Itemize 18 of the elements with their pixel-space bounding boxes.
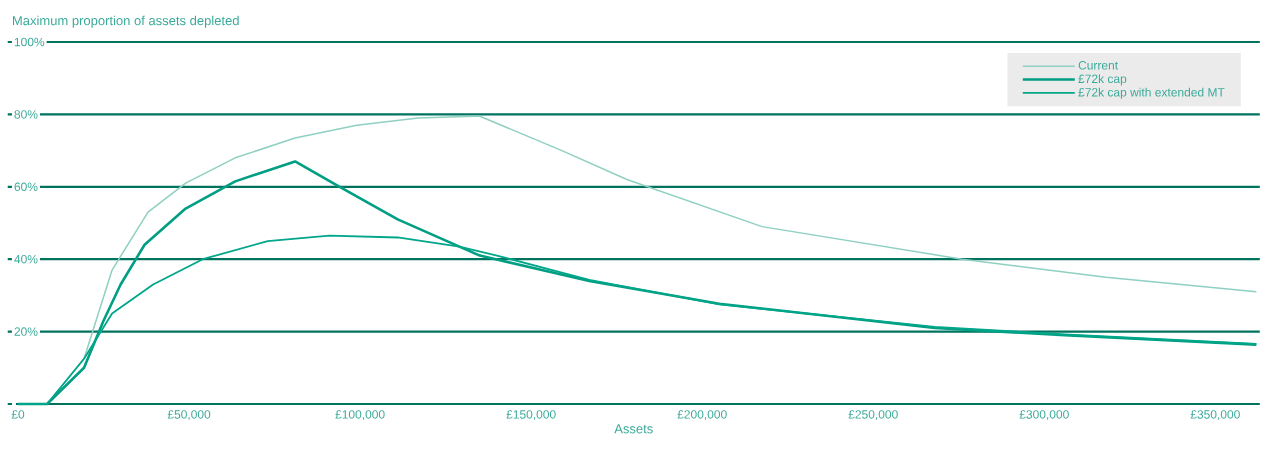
legend-label: £72k cap with extended MT bbox=[1078, 87, 1225, 99]
x-tick-label: £250,000 bbox=[848, 410, 898, 421]
y-tick-label: 60% bbox=[14, 182, 38, 192]
x-tick-label: £150,000 bbox=[506, 410, 556, 421]
x-tick-label: £50,000 bbox=[167, 410, 211, 421]
x-tick-label: £200,000 bbox=[677, 410, 727, 421]
x-axis-title: Assets bbox=[614, 424, 653, 434]
x-tick-label: £350,000 bbox=[1190, 410, 1240, 421]
y-tick-label: 40% bbox=[14, 254, 38, 264]
y-tick-label: 100% bbox=[14, 37, 45, 47]
x-tick-label: £300,000 bbox=[1019, 410, 1069, 421]
y-tick-label: 20% bbox=[14, 327, 38, 336]
legend-label: Current bbox=[1078, 61, 1118, 70]
x-tick-label: £0 bbox=[11, 410, 25, 419]
y-tick-label: 80% bbox=[14, 110, 38, 119]
legend-label: £72k cap bbox=[1078, 74, 1127, 86]
y-axis-title: Maximum proportion of assets depleted bbox=[13, 15, 239, 28]
x-tick-label: £100,000 bbox=[335, 410, 385, 421]
